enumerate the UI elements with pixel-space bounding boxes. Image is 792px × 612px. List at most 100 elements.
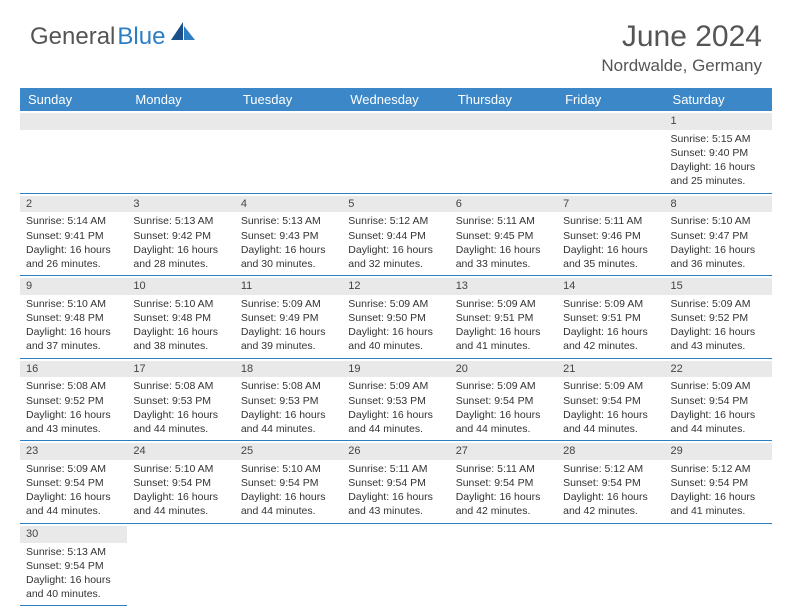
sunrise-text: Sunrise: 5:09 AM <box>456 297 551 311</box>
sunset-text: Sunset: 9:54 PM <box>241 476 336 490</box>
sunset-text: Sunset: 9:45 PM <box>456 229 551 243</box>
sunrise-text: Sunrise: 5:08 AM <box>26 379 121 393</box>
calendar-day-cell: 3Sunrise: 5:13 AMSunset: 9:42 PMDaylight… <box>127 193 234 276</box>
daylight-text: Daylight: 16 hours and 35 minutes. <box>563 243 658 271</box>
sunrise-text: Sunrise: 5:10 AM <box>133 297 228 311</box>
sunrise-text: Sunrise: 5:10 AM <box>241 462 336 476</box>
daylight-text: Daylight: 16 hours and 40 minutes. <box>26 573 121 601</box>
logo-word1: General <box>30 23 115 51</box>
day-number: 16 <box>20 361 127 378</box>
sunset-text: Sunset: 9:44 PM <box>348 229 443 243</box>
day-number: 27 <box>450 443 557 460</box>
month-title: June 2024 <box>601 20 762 54</box>
calendar-day-cell: 15Sunrise: 5:09 AMSunset: 9:52 PMDayligh… <box>665 276 772 359</box>
day-number: 4 <box>235 196 342 213</box>
weekday-header: Saturday <box>665 88 772 111</box>
header: GeneralBlue June 2024 Nordwalde, Germany <box>0 0 792 84</box>
sunset-text: Sunset: 9:54 PM <box>133 476 228 490</box>
sunset-text: Sunset: 9:51 PM <box>456 311 551 325</box>
calendar-day-cell: 25Sunrise: 5:10 AMSunset: 9:54 PMDayligh… <box>235 441 342 524</box>
daylight-text: Daylight: 16 hours and 33 minutes. <box>456 243 551 271</box>
calendar-empty-cell <box>665 523 772 606</box>
calendar-day-cell: 2Sunrise: 5:14 AMSunset: 9:41 PMDaylight… <box>20 193 127 276</box>
sunset-text: Sunset: 9:54 PM <box>456 476 551 490</box>
calendar-day-cell: 5Sunrise: 5:12 AMSunset: 9:44 PMDaylight… <box>342 193 449 276</box>
calendar-empty-cell <box>450 523 557 606</box>
calendar-day-cell: 26Sunrise: 5:11 AMSunset: 9:54 PMDayligh… <box>342 441 449 524</box>
daylight-text: Daylight: 16 hours and 36 minutes. <box>671 243 766 271</box>
sunset-text: Sunset: 9:43 PM <box>241 229 336 243</box>
calendar-day-cell: 9Sunrise: 5:10 AMSunset: 9:48 PMDaylight… <box>20 276 127 359</box>
day-number: 1 <box>665 113 772 130</box>
sunrise-text: Sunrise: 5:12 AM <box>671 462 766 476</box>
daylight-text: Daylight: 16 hours and 42 minutes. <box>563 325 658 353</box>
day-number: 8 <box>665 196 772 213</box>
day-number: 10 <box>127 278 234 295</box>
calendar-empty-cell <box>557 111 664 193</box>
weekday-header-row: SundayMondayTuesdayWednesdayThursdayFrid… <box>20 88 772 111</box>
weekday-header: Thursday <box>450 88 557 111</box>
calendar-week-row: 2Sunrise: 5:14 AMSunset: 9:41 PMDaylight… <box>20 193 772 276</box>
sunset-text: Sunset: 9:54 PM <box>563 476 658 490</box>
calendar-day-cell: 21Sunrise: 5:09 AMSunset: 9:54 PMDayligh… <box>557 358 664 441</box>
day-number: 17 <box>127 361 234 378</box>
sunset-text: Sunset: 9:41 PM <box>26 229 121 243</box>
sunset-text: Sunset: 9:46 PM <box>563 229 658 243</box>
weekday-header: Tuesday <box>235 88 342 111</box>
calendar-body: 1Sunrise: 5:15 AMSunset: 9:40 PMDaylight… <box>20 111 772 606</box>
sunrise-text: Sunrise: 5:14 AM <box>26 214 121 228</box>
calendar-empty-cell <box>127 523 234 606</box>
day-number: 3 <box>127 196 234 213</box>
sunrise-text: Sunrise: 5:09 AM <box>563 379 658 393</box>
day-number: 24 <box>127 443 234 460</box>
calendar-day-cell: 4Sunrise: 5:13 AMSunset: 9:43 PMDaylight… <box>235 193 342 276</box>
daylight-text: Daylight: 16 hours and 30 minutes. <box>241 243 336 271</box>
calendar-day-cell: 22Sunrise: 5:09 AMSunset: 9:54 PMDayligh… <box>665 358 772 441</box>
calendar-empty-cell <box>557 523 664 606</box>
day-number: 11 <box>235 278 342 295</box>
day-number-empty <box>450 113 557 130</box>
sunset-text: Sunset: 9:51 PM <box>563 311 658 325</box>
calendar-week-row: 16Sunrise: 5:08 AMSunset: 9:52 PMDayligh… <box>20 358 772 441</box>
day-number: 15 <box>665 278 772 295</box>
sunrise-text: Sunrise: 5:09 AM <box>26 462 121 476</box>
sunrise-text: Sunrise: 5:09 AM <box>348 297 443 311</box>
daylight-text: Daylight: 16 hours and 42 minutes. <box>456 490 551 518</box>
calendar-day-cell: 14Sunrise: 5:09 AMSunset: 9:51 PMDayligh… <box>557 276 664 359</box>
title-block: June 2024 Nordwalde, Germany <box>601 20 762 76</box>
day-number: 12 <box>342 278 449 295</box>
sunset-text: Sunset: 9:54 PM <box>26 476 121 490</box>
sunrise-text: Sunrise: 5:09 AM <box>241 297 336 311</box>
sunrise-text: Sunrise: 5:10 AM <box>133 462 228 476</box>
sunrise-text: Sunrise: 5:08 AM <box>133 379 228 393</box>
calendar-empty-cell <box>450 111 557 193</box>
calendar-week-row: 9Sunrise: 5:10 AMSunset: 9:48 PMDaylight… <box>20 276 772 359</box>
day-number: 29 <box>665 443 772 460</box>
calendar-empty-cell <box>235 111 342 193</box>
day-number: 2 <box>20 196 127 213</box>
day-number: 13 <box>450 278 557 295</box>
calendar-day-cell: 6Sunrise: 5:11 AMSunset: 9:45 PMDaylight… <box>450 193 557 276</box>
daylight-text: Daylight: 16 hours and 44 minutes. <box>26 490 121 518</box>
daylight-text: Daylight: 16 hours and 25 minutes. <box>671 160 766 188</box>
daylight-text: Daylight: 16 hours and 26 minutes. <box>26 243 121 271</box>
sunset-text: Sunset: 9:40 PM <box>671 146 766 160</box>
daylight-text: Daylight: 16 hours and 39 minutes. <box>241 325 336 353</box>
sunset-text: Sunset: 9:52 PM <box>26 394 121 408</box>
calendar-empty-cell <box>235 523 342 606</box>
day-number-empty <box>342 113 449 130</box>
calendar-day-cell: 11 Sunrise: 5:09 AMSunset: 9:49 PMDayligh… <box>235 276 342 359</box>
sunset-text: Sunset: 9:54 PM <box>671 476 766 490</box>
calendar-empty-cell <box>342 523 449 606</box>
calendar-day-cell: 18Sunrise: 5:08 AMSunset: 9:53 PMDayligh… <box>235 358 342 441</box>
daylight-text: Daylight: 16 hours and 44 minutes. <box>133 408 228 436</box>
sunset-text: Sunset: 9:49 PM <box>241 311 336 325</box>
weekday-header: Monday <box>127 88 234 111</box>
sunset-text: Sunset: 9:42 PM <box>133 229 228 243</box>
daylight-text: Daylight: 16 hours and 43 minutes. <box>671 325 766 353</box>
sunset-text: Sunset: 9:50 PM <box>348 311 443 325</box>
sunrise-text: Sunrise: 5:09 AM <box>348 379 443 393</box>
calendar-day-cell: 19Sunrise: 5:09 AMSunset: 9:53 PMDayligh… <box>342 358 449 441</box>
sunrise-text: Sunrise: 5:11 AM <box>456 214 551 228</box>
sunrise-text: Sunrise: 5:13 AM <box>26 545 121 559</box>
